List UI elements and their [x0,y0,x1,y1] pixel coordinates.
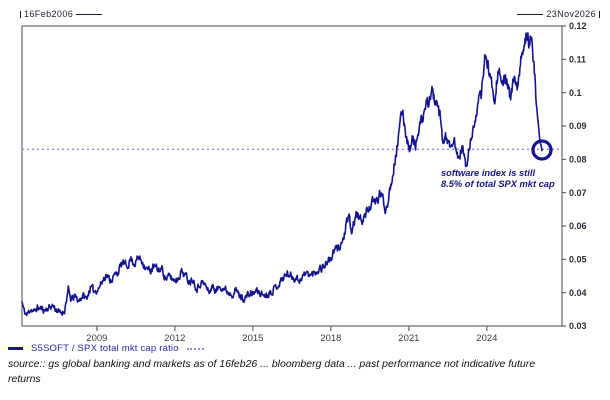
dotted-line-legend-swatch [186,347,204,350]
x-axis-tick-label: 2018 [320,333,341,344]
annotation-line-2: 8.5% of total SPX mkt cap [441,178,555,189]
y-axis-tick-label: 0.08 [569,155,587,165]
legend: S5SOFT / SPX total mkt cap ratio [8,343,204,354]
x-axis-tick-label: 2021 [398,333,419,344]
source-line-2: returns [8,372,41,385]
y-axis-tick-label: 0.09 [569,121,587,131]
start-date-label: 16Feb2006 [24,9,74,19]
range-end-dash [517,13,544,15]
x-axis-tick-label: 2024 [476,333,497,344]
y-axis-tick-label: 0.07 [569,188,587,198]
range-start-dash [76,13,103,15]
chart-annotation: software index is still 8.5% of total SP… [441,168,555,190]
endpoint-circle-marker [531,139,553,161]
source-line-1: source:: gs global banking and markets a… [8,358,536,370]
end-date-label: 23Nov2026 [546,9,596,19]
x-axis-tick-label: 2012 [164,333,185,344]
ratio-line [21,32,543,317]
x-axis-tick-label: 2015 [242,333,263,344]
date-range-end: 23Nov2026 [517,9,600,19]
annotation-line-1: software index is still [441,168,536,178]
y-axis-tick-label: 0.11 [569,55,586,65]
y-axis-tick-label: 0.04 [569,288,587,298]
y-axis-tick-label: 0.06 [569,221,587,231]
y-axis-tick-label: 0.05 [569,255,587,265]
line-legend-swatch [8,347,23,350]
date-range-start: 16Feb2006 [20,9,103,19]
plot-frame [21,25,563,327]
ratio-chart: 0.03 0.04 0.05 0.06 0.07 0.08 0.09 0.1 0.11 0.12 2… [21,21,587,344]
legend-label: S5SOFT / SPX total mkt cap ratio [31,343,179,354]
y-axis-tick-label: 0.03 [569,321,587,331]
y-axis-tick-label: 0.12 [569,21,587,31]
y-axis-tick-label: 0.1 [569,88,582,98]
range-start-tick [20,10,21,18]
source-note: source:: gs global banking and markets a… [8,357,606,387]
x-axis-tick-label: 2009 [86,333,107,344]
range-end-tick [599,10,600,18]
